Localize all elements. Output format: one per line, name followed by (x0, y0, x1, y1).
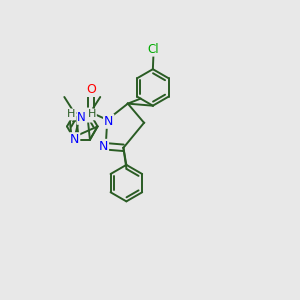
Text: N: N (104, 115, 113, 128)
Text: N: N (70, 133, 79, 146)
Text: N: N (77, 111, 86, 124)
Text: O: O (86, 83, 96, 96)
Text: N: N (99, 140, 108, 153)
Text: S: S (83, 109, 91, 122)
Text: Cl: Cl (148, 43, 159, 56)
Text: H: H (67, 110, 75, 119)
Text: H: H (88, 110, 96, 119)
